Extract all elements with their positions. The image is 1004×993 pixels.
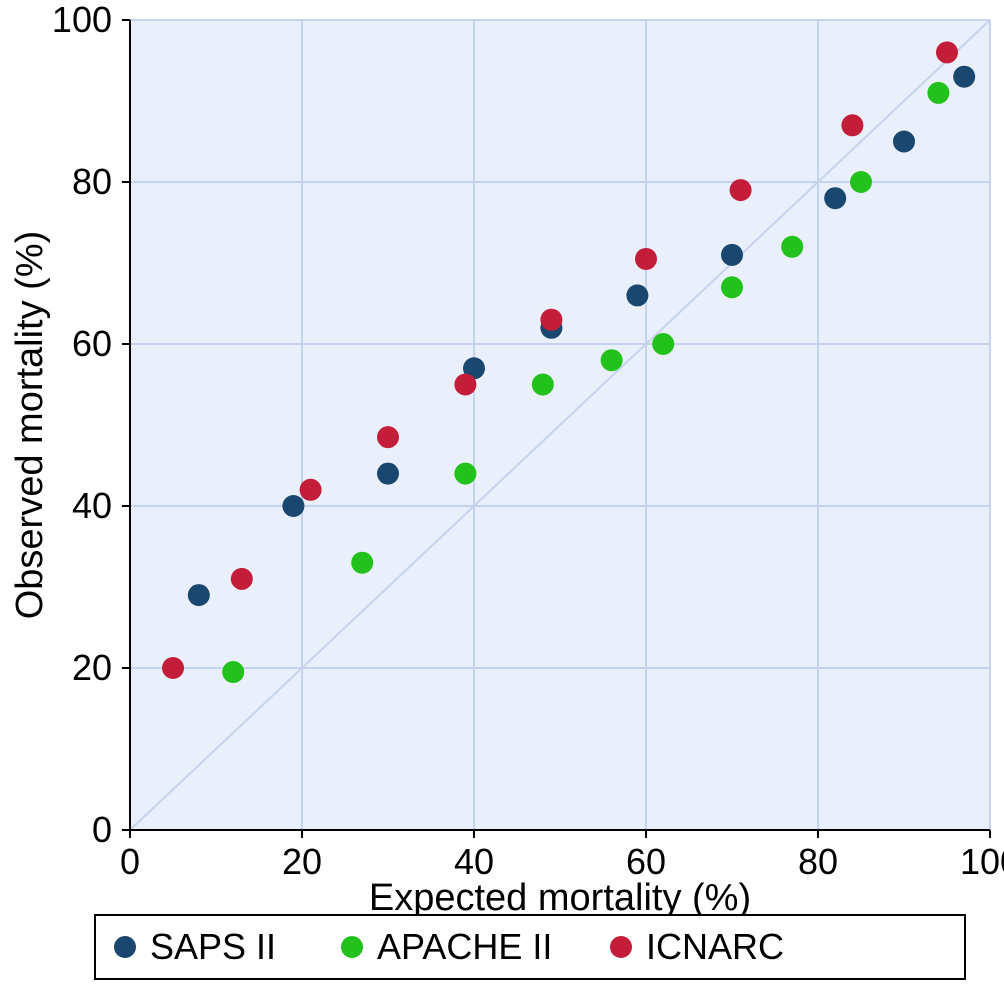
data-point <box>635 248 657 270</box>
y-tick-label: 40 <box>72 485 112 526</box>
y-tick-label: 100 <box>52 0 112 40</box>
y-tick-label: 80 <box>72 161 112 202</box>
data-point <box>841 114 863 136</box>
data-point <box>162 657 184 679</box>
data-point <box>222 661 244 683</box>
data-point <box>188 584 210 606</box>
y-tick-label: 60 <box>72 323 112 364</box>
data-point <box>850 171 872 193</box>
y-tick-label: 0 <box>92 809 112 850</box>
data-point <box>231 568 253 590</box>
x-tick-label: 100 <box>960 841 1004 882</box>
legend-label: APACHE II <box>377 926 552 967</box>
data-point <box>721 244 743 266</box>
x-tick-label: 60 <box>626 841 666 882</box>
data-point <box>300 479 322 501</box>
legend-marker <box>610 936 632 958</box>
data-point <box>652 333 674 355</box>
data-point <box>893 131 915 153</box>
x-tick-label: 40 <box>454 841 494 882</box>
x-tick-label: 80 <box>798 841 838 882</box>
legend-marker <box>341 936 363 958</box>
data-point <box>936 41 958 63</box>
data-point <box>282 495 304 517</box>
y-tick-label: 20 <box>72 647 112 688</box>
data-point <box>626 284 648 306</box>
legend-label: ICNARC <box>646 926 784 967</box>
data-point <box>601 349 623 371</box>
data-point <box>454 374 476 396</box>
x-tick-label: 20 <box>282 841 322 882</box>
data-point <box>730 179 752 201</box>
data-point <box>377 463 399 485</box>
x-tick-label: 0 <box>120 841 140 882</box>
x-axis-label: Expected mortality (%) <box>369 877 751 919</box>
data-point <box>824 187 846 209</box>
data-point <box>781 236 803 258</box>
data-point <box>721 276 743 298</box>
data-point <box>377 426 399 448</box>
data-point <box>540 309 562 331</box>
calibration-scatter-chart: 0 20 40 60 80 100 0 20 40 60 80 100 Expected mortali… <box>0 0 1004 993</box>
legend-label: SAPS II <box>150 926 276 967</box>
data-point <box>454 463 476 485</box>
legend-marker <box>114 936 136 958</box>
data-point <box>532 374 554 396</box>
y-axis-label: Observed mortality (%) <box>9 231 51 620</box>
data-point <box>927 82 949 104</box>
data-point <box>953 66 975 88</box>
data-point <box>351 552 373 574</box>
